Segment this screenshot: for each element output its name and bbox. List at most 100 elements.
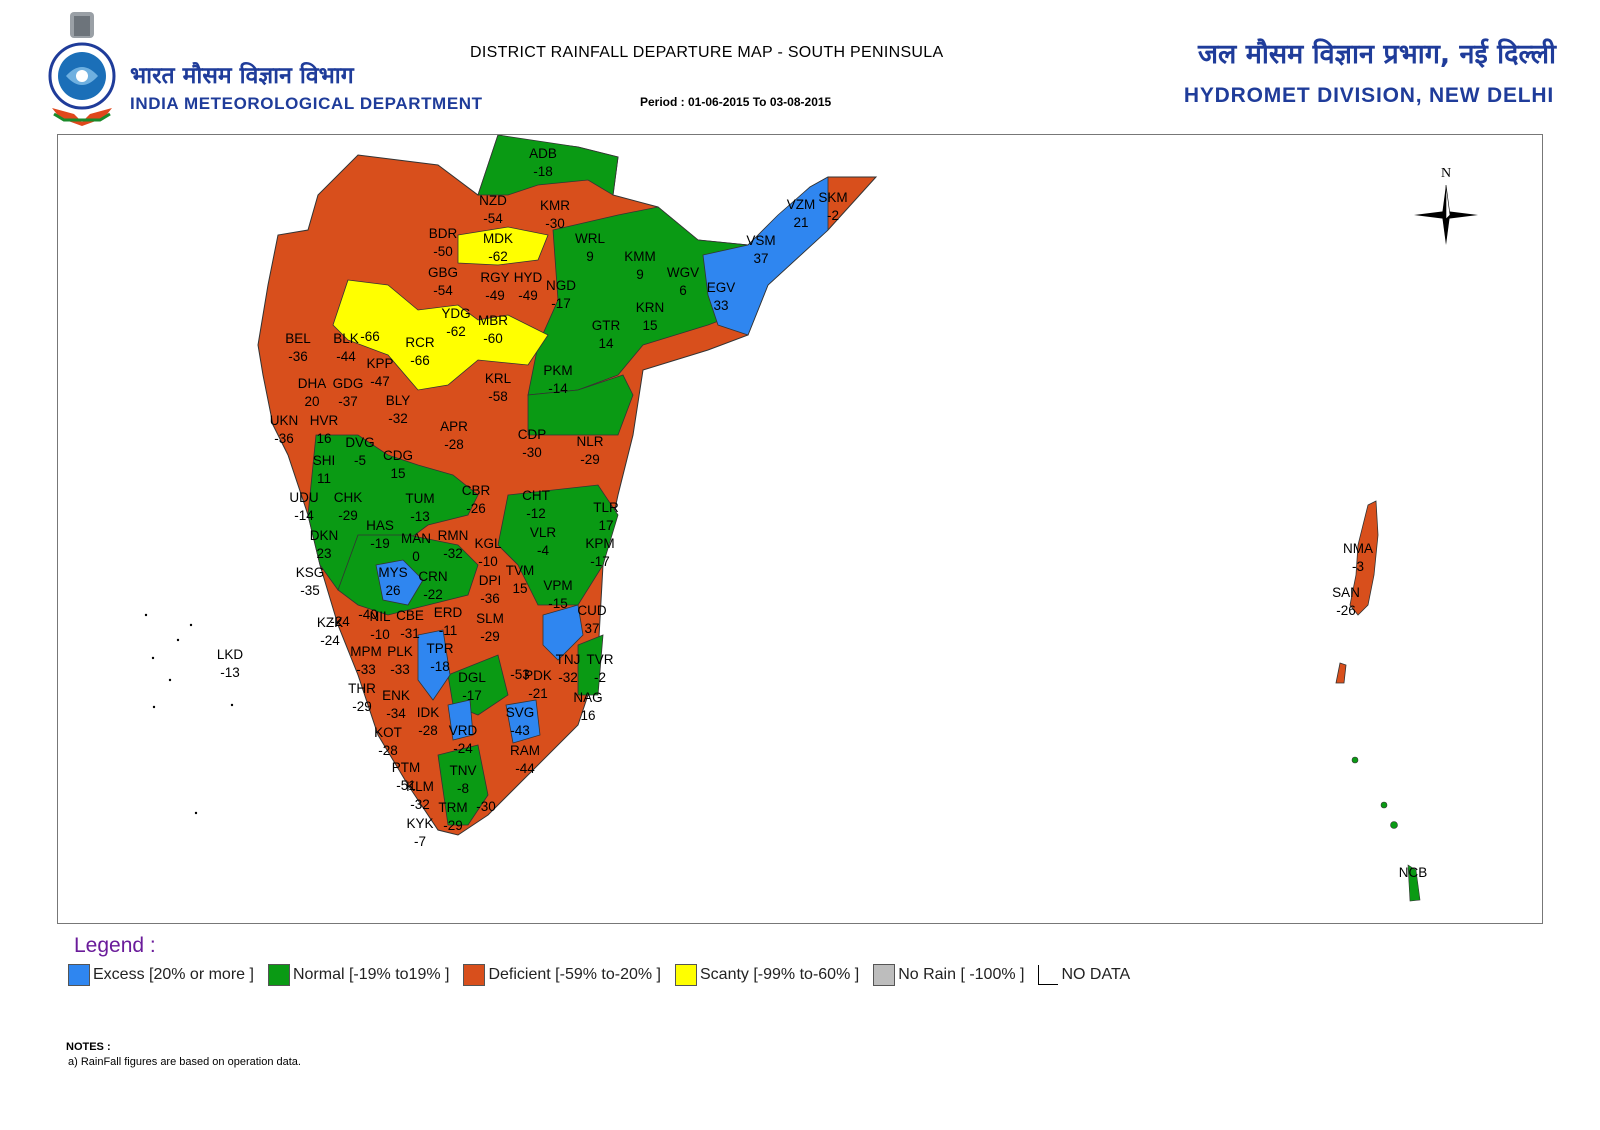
district-departure-value: -54 [433,283,453,298]
region-normal-tirunelveli [437,744,489,826]
district-code-label: VZM [787,197,816,212]
map-title: DISTRICT RAINFALL DEPARTURE MAP - SOUTH … [470,44,944,61]
district-departure-value: -15 [548,596,568,611]
district-departure-value: -26 [1336,603,1356,618]
district-departure-value: 15 [512,581,527,596]
district-departure-value: 37 [584,621,599,636]
district-code-label: KRN [636,300,665,315]
district-code-label: DKN [310,528,339,543]
district-departure-value: -4 [537,543,549,558]
district-code-label: RMN [438,528,469,543]
district-code-label: UKN [270,413,299,428]
district-departure-value: 6 [679,283,687,298]
district-departure-value: -37 [338,394,358,409]
district-code-label: KPM [585,536,614,551]
region-normal-karnataka-central [307,434,479,591]
district-departure-value: -66 [360,329,380,344]
district-departure-value: -13 [410,509,430,524]
district-code-label: IDK [417,705,440,720]
district-code-label: ADB [529,146,557,161]
district-departure-value: -26 [466,501,486,516]
district-departure-value: -8 [457,781,469,796]
district-departure-value: -18 [430,659,450,674]
district-departure-value: -30 [476,799,496,814]
district-code-label: CRN [418,569,447,584]
legend-swatch-no-data [1038,965,1059,985]
district-departure-value: -11 [439,623,458,638]
district-departure-value: -33 [356,662,376,677]
district-departure-value: -31 [400,626,420,641]
district-departure-value: -66 [410,353,430,368]
district-departure-value: -32 [558,670,578,685]
district-code-label: HAS [366,518,394,533]
district-departure-value: -40 [358,607,378,622]
district-departure-value: 33 [713,298,728,313]
district-departure-value: 15 [642,318,657,333]
legend-label: Scanty [-99% to-60% ] [700,966,860,983]
district-departure-value: -29 [580,452,600,467]
district-code-label: KMR [540,198,570,213]
district-departure-value: 9 [636,267,644,282]
district-departure-value: -30 [522,445,542,460]
region-scanty-north-karnataka [332,279,549,391]
district-code-label: APR [440,419,468,434]
legend-swatch-scanty [675,964,697,986]
district-code-label: SHI [313,453,336,468]
district-code-label: CHK [334,490,363,505]
district-departure-value: -29 [443,818,463,833]
district-departure-value: -10 [370,627,390,642]
district-code-label: BLY [386,393,411,408]
district-departure-value: -58 [488,389,508,404]
district-departure-value: -62 [488,249,508,264]
district-departure-value: 16 [580,708,595,723]
division-name-english: HYDROMET DIVISION, NEW DELHI [1183,84,1554,107]
district-departure-value: 23 [316,546,331,561]
district-code-label: VLR [530,525,557,540]
district-departure-value: -17 [462,688,482,703]
district-code-label: NMA [1343,541,1373,556]
district-code-label: VPM [543,578,572,593]
district-code-label: GDG [333,376,364,391]
district-code-label: TPR [427,641,454,656]
andaman-little-island [1335,662,1347,684]
district-departure-value: 20 [304,394,319,409]
region-excess-virudhunagar [447,699,474,741]
district-code-label: UDU [289,490,318,505]
district-code-label: ERD [434,605,463,620]
district-code-label: NLR [576,434,603,449]
district-code-label: PTM [392,760,421,775]
legend-item-normal: Normal [-19% to19% ] [267,964,449,986]
district-departure-value: -29 [338,508,358,523]
region-excess-coastal-north-ap [702,176,829,336]
district-code-label: DPI [479,573,502,588]
legend-item-deficient: Deficient [-59% to-20% ] [463,964,661,986]
region-excess-tiruppur [417,629,451,701]
district-departure-value: -35 [300,583,320,598]
district-departure-value: 11 [317,471,331,486]
district-departure-value: -2 [594,670,606,685]
district-code-label: GBG [428,265,458,280]
district-departure-value: 37 [753,251,768,266]
district-code-label: BDR [429,226,458,241]
district-departure-value: -12 [526,506,546,521]
district-departure-value: -36 [480,591,500,606]
district-departure-value: -24 [320,633,340,648]
legend-item-scanty: Scanty [-99% to-60% ] [675,964,859,986]
district-code-label: KPP [366,356,393,371]
org-name-hindi: भारत मौसम विज्ञान विभाग [130,63,354,89]
region-normal-dindigul [447,654,509,716]
district-departure-value: -14 [548,381,568,396]
district-departure-value: -49 [518,288,538,303]
district-departure-value: -17 [590,554,610,569]
nicobar-islands [1351,756,1421,902]
district-code-label: CUD [577,603,606,618]
notes-heading: NOTES : [66,1041,111,1053]
district-code-label: WRL [575,231,605,246]
district-code-label: KGL [474,536,502,551]
district-departure-value: -54 [483,211,503,226]
district-departure-value: 14 [598,336,614,351]
district-code-label: TNV [450,763,477,778]
district-code-label: KYK [406,816,433,831]
district-code-label: NZD [479,193,507,208]
